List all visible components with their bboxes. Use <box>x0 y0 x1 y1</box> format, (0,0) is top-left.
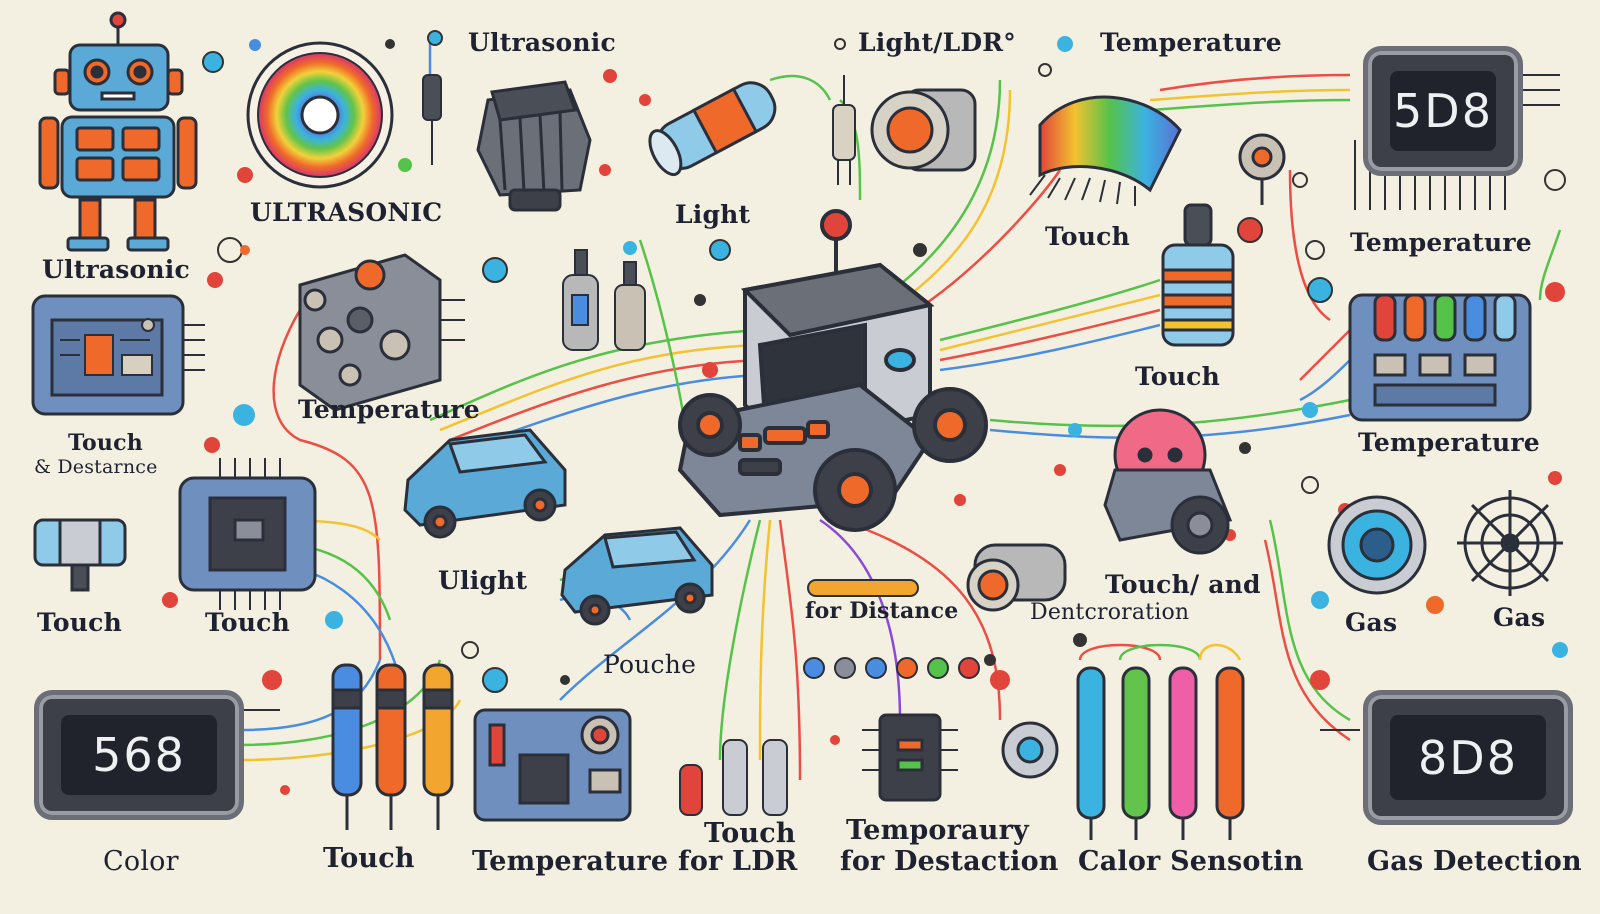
display-readout: 5D8 <box>1390 71 1496 151</box>
gas-sensor-icon <box>1327 495 1427 595</box>
label-calor-sensotin: Calor Sensotin <box>1078 846 1304 877</box>
label-ultrasonic-left: Ultrasonic <box>42 255 190 284</box>
temperature-chip-icon <box>1029 95 1182 206</box>
ldr-sensor-icon <box>832 75 856 185</box>
label-ultrasonic-top: Ultrasonic <box>468 28 616 57</box>
label-temporaury-2: for Destaction <box>840 846 1059 877</box>
label-touch-for-ldr-1: Touch <box>704 818 796 849</box>
microchip-icon <box>862 713 958 802</box>
dial-icon <box>1001 721 1059 779</box>
label-pouche: Pouche <box>603 650 697 679</box>
probe-icon <box>562 249 646 351</box>
label-temperature-top: Temperature <box>1100 28 1282 57</box>
decorative-dots <box>162 30 1568 795</box>
display-readout: 8D8 <box>1390 715 1546 800</box>
label-touch-and-line2: Dentcroration <box>1030 600 1190 625</box>
probe-icon <box>1076 666 1245 840</box>
ultrasonic-disc-icon <box>246 41 394 189</box>
circuit-board-icon <box>1348 293 1532 422</box>
label-temperature-right-top: Temperature <box>1350 228 1532 257</box>
label-temporaury-1: Temporaury <box>846 815 1029 846</box>
ultrasonic-barrel-icon <box>33 518 127 592</box>
label-temperature-right-mid: Temperature <box>1358 428 1540 457</box>
light-sensor-icon <box>870 88 977 172</box>
touch-sensor-icon <box>1161 203 1235 347</box>
label-temperature-left: Temperature <box>298 395 480 424</box>
label-light-mid: Light <box>675 200 751 229</box>
label-gas-1: Gas <box>1345 608 1398 637</box>
label-color: Color <box>103 846 179 877</box>
probe-icon <box>679 739 788 816</box>
label-ultrasonic-mid: ULTRASONIC <box>250 198 443 227</box>
label-touch-bl1: Touch <box>37 608 122 637</box>
seven-segment-display-top-right: 5D8 <box>1363 46 1523 176</box>
label-touch-and-line1: Touch/ and <box>1105 570 1261 599</box>
light-sensor-icon <box>648 81 777 177</box>
label-touch-bl2: Touch <box>205 608 290 637</box>
temperature-chip-icon <box>298 253 465 412</box>
circuit-board-icon <box>31 294 205 416</box>
label-touch-left-line1: Touch <box>68 430 143 456</box>
label-gas-detection: Gas Detection <box>1367 846 1582 877</box>
ultrasonic-sensor-icon <box>476 80 592 212</box>
label-touch-for-ldr-2: for LDR <box>678 846 798 877</box>
label-temperature-bottom: Temperature <box>472 846 669 877</box>
touch-robot-icon <box>1103 408 1233 555</box>
label-touch-right-top: Touch <box>1045 222 1130 251</box>
label-touch-right-mid: Touch <box>1135 362 1220 391</box>
temperature-probe-icon <box>1238 133 1286 205</box>
label-light-ldr: Light/LDR° <box>858 28 1016 57</box>
probe-icon <box>331 663 454 830</box>
car-icon <box>403 428 567 539</box>
wheel-icon <box>1457 490 1563 596</box>
label-for-distance: for Distance <box>805 598 959 624</box>
label-touch-bottom: Touch <box>323 843 415 874</box>
seven-segment-display-bottom-left: 568 <box>34 690 244 820</box>
label-gas-2: Gas <box>1493 603 1546 632</box>
circuit-board-icon <box>473 708 632 822</box>
rover-robot-icon <box>677 209 988 532</box>
robot-icon <box>38 11 198 252</box>
label-ulight: Ulight <box>438 566 528 595</box>
display-readout: 568 <box>61 715 217 795</box>
car-icon <box>560 526 714 626</box>
seven-segment-display-bottom-right: 8D8 <box>1363 690 1573 825</box>
probe-icon <box>422 74 442 165</box>
led-row <box>803 579 980 679</box>
label-touch-left-line2: & Destarnce <box>34 456 158 478</box>
distance-sensor-icon <box>966 543 1067 612</box>
microchip-icon <box>178 458 317 610</box>
